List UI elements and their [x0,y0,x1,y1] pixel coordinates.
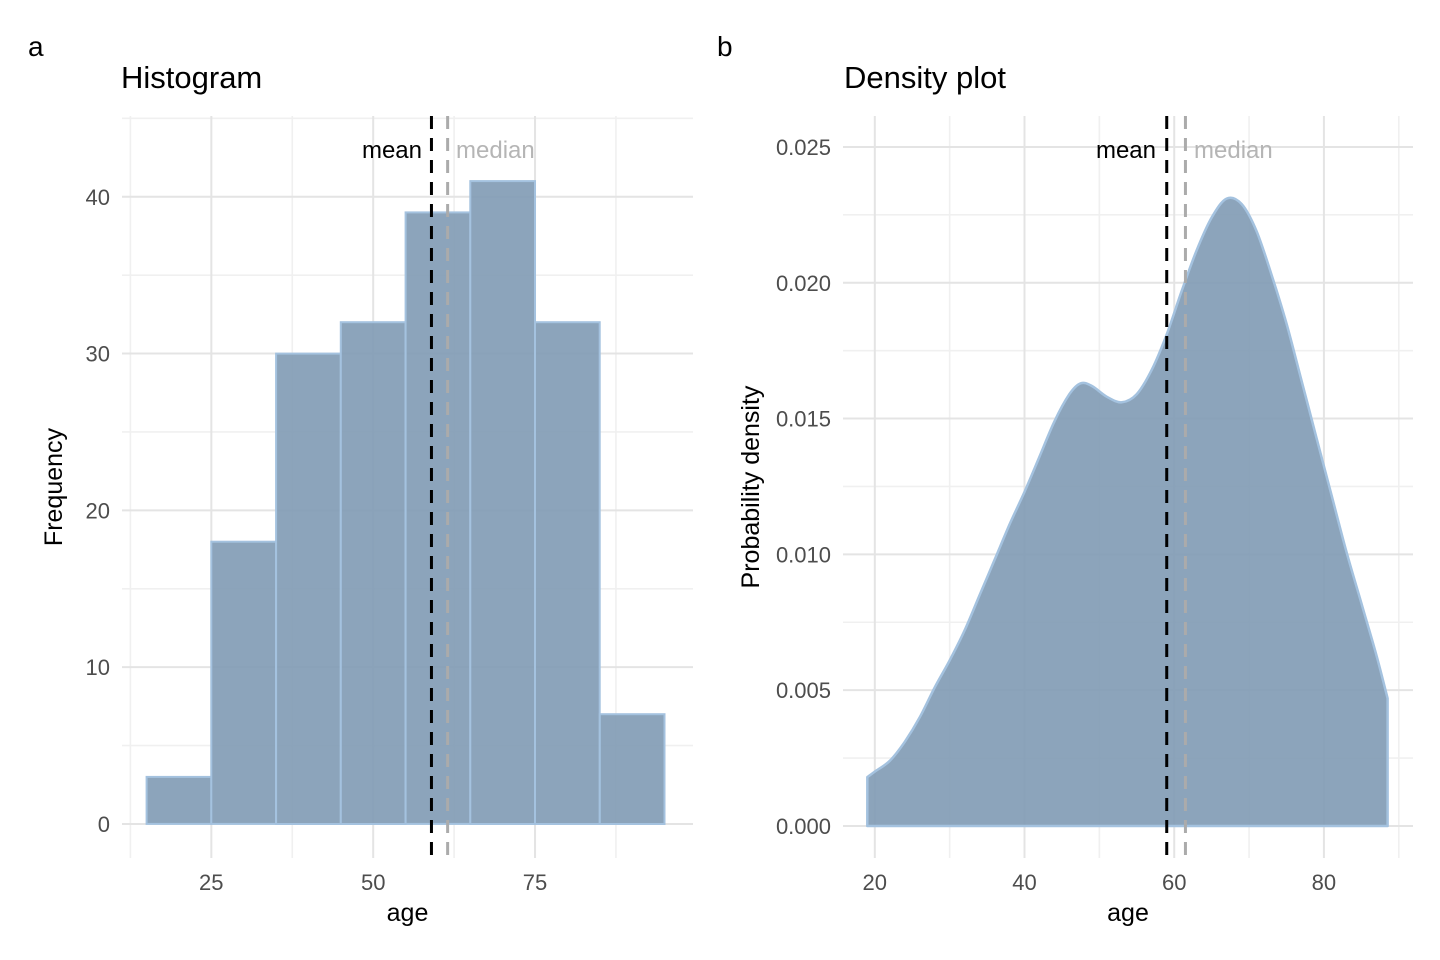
panel-b-title: Density plot [844,60,1006,95]
density-area [866,196,1389,828]
panel-a: 25 50 75 0 10 20 30 40 [86,116,693,895]
x-tick-label: 20 [863,870,887,895]
panel-b-tag: b [717,31,733,62]
y-tick-label: 0.010 [776,542,831,567]
y-tick-label: 0.005 [776,678,831,703]
x-tick-label: 40 [1012,870,1036,895]
panel-b-mean-label: mean [1095,137,1156,164]
y-tick-label: 10 [86,655,110,680]
y-tick-label: 30 [86,342,110,367]
histogram-bar [339,321,407,825]
histogram-bars [145,180,666,826]
y-tick-label: 0 [98,812,110,837]
panel-a-y-axis-title: Frequency [40,427,68,547]
y-tick-label: 40 [86,185,110,210]
y-tick-label: 0.020 [776,271,831,296]
histogram-bar [275,352,342,825]
panel-b-y-axis-title: Probability density [737,385,765,589]
histogram-bar [210,540,277,825]
panel-b-x-axis-title: age [1107,899,1149,927]
panel-b-median-label: median [1194,137,1273,164]
tick-labels: 25 50 75 0 10 20 30 40 [86,185,548,895]
x-tick-label: 80 [1312,870,1336,895]
panel-a-title: Histogram [121,60,263,95]
panel-b: 20 40 60 80 0.000 0.005 0.010 0.015 0.020 0.025 [776,116,1413,895]
histogram-bar [534,321,601,825]
histogram-bar [469,180,536,826]
panel-a-x-axis-title: age [386,899,429,927]
x-tick-label: 25 [199,870,223,895]
tick-labels: 20 40 60 80 0.000 0.005 0.010 0.015 0.020 0.025 [776,135,1336,895]
histogram-bar [404,211,472,825]
histogram-bar [598,713,666,826]
x-tick-label: 60 [1162,870,1186,895]
y-tick-label: 0.000 [776,814,831,839]
x-tick-label: 75 [523,870,547,895]
y-tick-label: 0.015 [776,407,831,432]
y-tick-label: 0.025 [776,135,831,160]
panel-a-mean-label: mean [361,137,422,164]
panel-a-median-label: median [456,137,535,164]
x-tick-label: 50 [361,870,385,895]
histogram-bar [145,775,213,825]
y-tick-label: 20 [86,498,110,523]
panel-a-tag: a [28,31,44,62]
